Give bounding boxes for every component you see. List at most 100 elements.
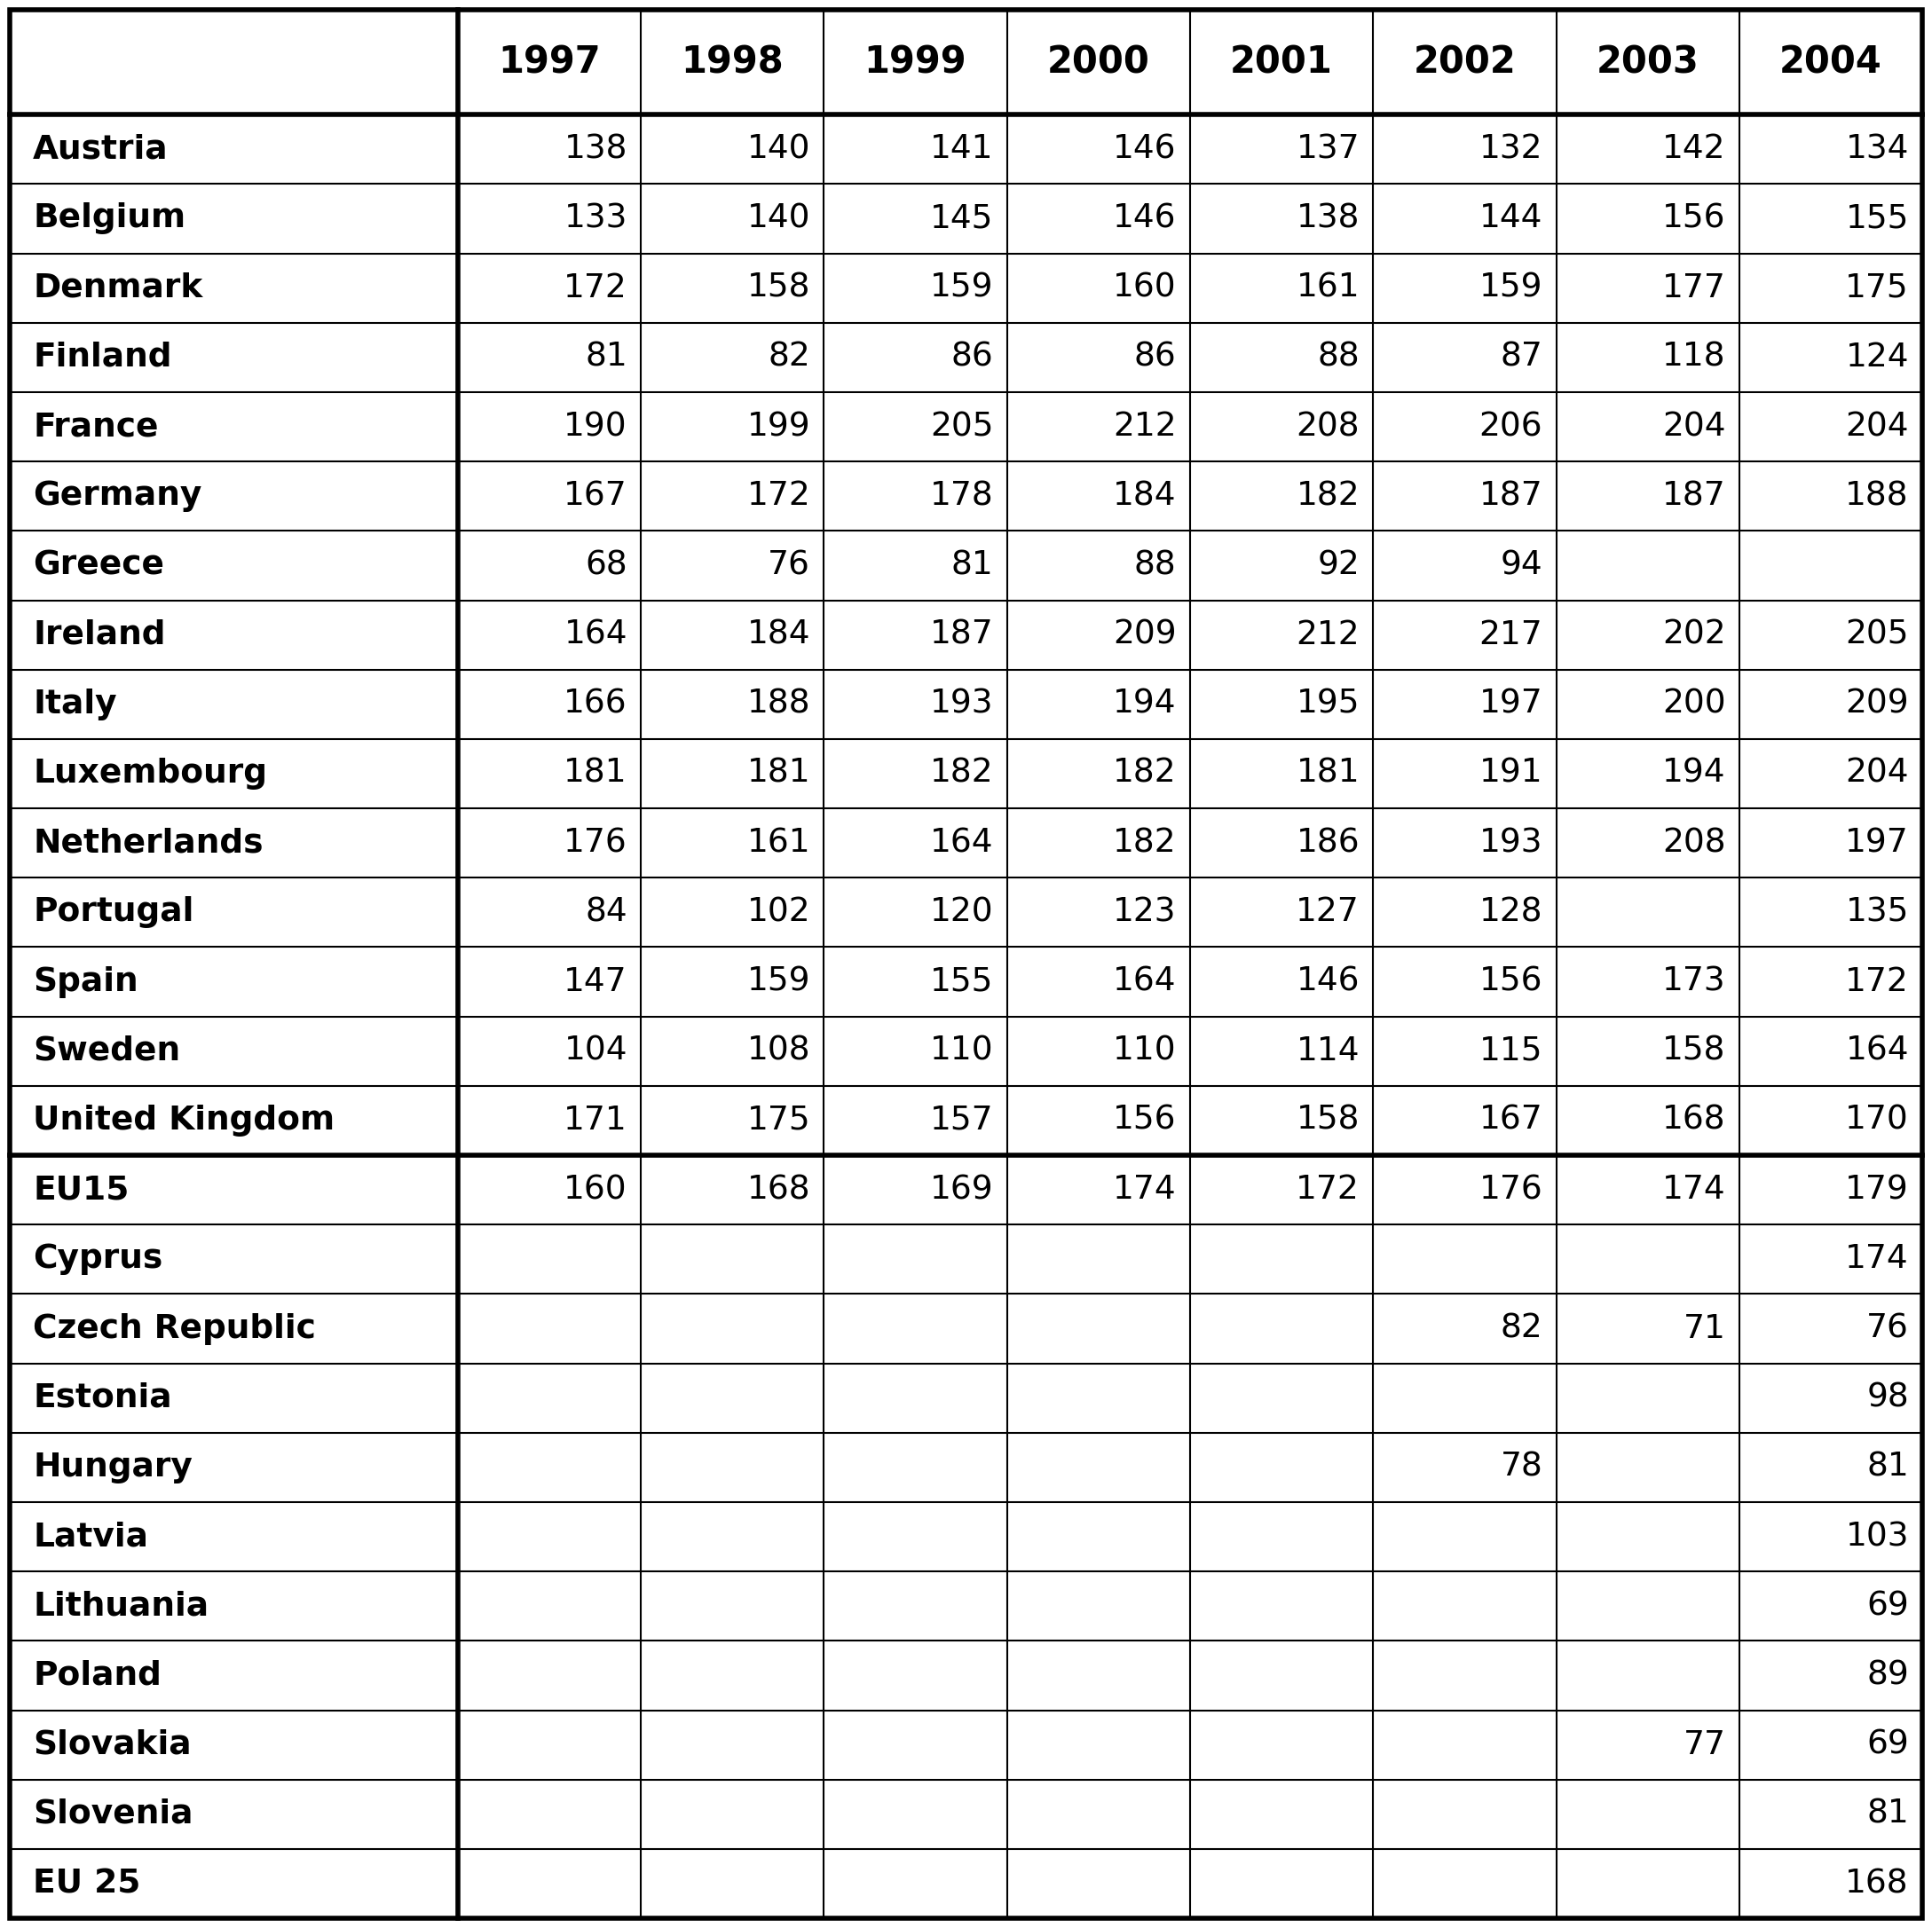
Text: 87: 87 [1499, 341, 1542, 374]
Text: 144: 144 [1480, 202, 1542, 235]
Text: Denmark: Denmark [33, 272, 203, 305]
Text: 175: 175 [1845, 272, 1909, 305]
Text: Italy: Italy [33, 688, 116, 721]
Text: 166: 166 [564, 688, 628, 721]
Text: 172: 172 [748, 480, 810, 513]
Text: 202: 202 [1662, 619, 1725, 652]
Text: 173: 173 [1662, 966, 1725, 999]
Text: 167: 167 [1480, 1105, 1542, 1136]
Text: 159: 159 [929, 272, 993, 305]
Text: 174: 174 [1662, 1174, 1725, 1205]
Text: 174: 174 [1113, 1174, 1177, 1205]
Text: 88: 88 [1134, 549, 1177, 582]
Text: 177: 177 [1662, 272, 1725, 305]
Text: 102: 102 [748, 897, 810, 929]
Text: 167: 167 [564, 480, 628, 513]
Text: 161: 161 [1296, 272, 1360, 305]
Text: 187: 187 [1480, 480, 1542, 513]
Text: 110: 110 [1113, 1035, 1177, 1066]
Text: 2003: 2003 [1596, 44, 1698, 81]
Text: 171: 171 [564, 1105, 628, 1136]
Text: 194: 194 [1662, 758, 1725, 790]
Text: Spain: Spain [33, 966, 137, 999]
Text: 78: 78 [1499, 1452, 1542, 1483]
Text: 204: 204 [1662, 411, 1725, 443]
Text: 160: 160 [1113, 272, 1177, 305]
Text: 137: 137 [1296, 133, 1360, 166]
Text: 188: 188 [1845, 480, 1909, 513]
Text: 181: 181 [1296, 758, 1360, 790]
Text: Czech Republic: Czech Republic [33, 1313, 315, 1344]
Text: 146: 146 [1296, 966, 1360, 999]
Text: 206: 206 [1480, 411, 1542, 443]
Text: 182: 182 [1113, 827, 1177, 860]
Text: 158: 158 [748, 272, 810, 305]
Text: 176: 176 [564, 827, 628, 860]
Text: Germany: Germany [33, 480, 201, 513]
Text: 204: 204 [1845, 758, 1909, 790]
Text: 81: 81 [585, 341, 628, 374]
Text: 182: 182 [1113, 758, 1177, 790]
Text: 124: 124 [1845, 341, 1909, 374]
Text: 172: 172 [1845, 966, 1909, 999]
Text: 156: 156 [1113, 1105, 1177, 1136]
Text: 69: 69 [1866, 1729, 1909, 1760]
Text: Ireland: Ireland [33, 619, 166, 652]
Text: 82: 82 [1501, 1313, 1542, 1344]
Text: 168: 168 [1662, 1105, 1725, 1136]
Text: 2001: 2001 [1231, 44, 1333, 81]
Text: 2000: 2000 [1047, 44, 1150, 81]
Text: Austria: Austria [33, 133, 168, 166]
Text: 212: 212 [1296, 619, 1360, 652]
Text: 158: 158 [1662, 1035, 1725, 1066]
Text: 208: 208 [1296, 411, 1360, 443]
Text: 155: 155 [1845, 202, 1909, 235]
Text: Netherlands: Netherlands [33, 827, 263, 860]
Text: 76: 76 [767, 549, 810, 582]
Text: 142: 142 [1662, 133, 1725, 166]
Text: 175: 175 [748, 1105, 810, 1136]
Text: 209: 209 [1845, 688, 1909, 721]
Text: EU15: EU15 [33, 1174, 129, 1205]
Text: 145: 145 [929, 202, 993, 235]
Text: 84: 84 [585, 897, 628, 929]
Text: 172: 172 [564, 272, 628, 305]
Text: 184: 184 [1113, 480, 1177, 513]
Text: 1999: 1999 [864, 44, 966, 81]
Text: 147: 147 [564, 966, 628, 999]
Text: 114: 114 [1296, 1035, 1360, 1066]
Text: 170: 170 [1845, 1105, 1909, 1136]
Text: 140: 140 [748, 202, 810, 235]
Text: 140: 140 [748, 133, 810, 166]
Text: 164: 164 [929, 827, 993, 860]
Text: 98: 98 [1866, 1382, 1909, 1413]
Text: 71: 71 [1683, 1313, 1725, 1344]
Text: 155: 155 [929, 966, 993, 999]
Text: 199: 199 [748, 411, 810, 443]
Text: 164: 164 [564, 619, 628, 652]
Text: 178: 178 [929, 480, 993, 513]
Text: 128: 128 [1480, 897, 1542, 929]
Text: 176: 176 [1480, 1174, 1542, 1205]
Text: Estonia: Estonia [33, 1382, 172, 1413]
Text: 190: 190 [564, 411, 628, 443]
Text: 168: 168 [748, 1174, 810, 1205]
Text: Sweden: Sweden [33, 1035, 180, 1066]
Text: 159: 159 [748, 966, 810, 999]
Text: 157: 157 [929, 1105, 993, 1136]
Text: 92: 92 [1318, 549, 1360, 582]
Text: 133: 133 [564, 202, 628, 235]
Text: 164: 164 [1845, 1035, 1909, 1066]
Text: 103: 103 [1845, 1521, 1909, 1552]
Text: 191: 191 [1480, 758, 1542, 790]
Text: 181: 181 [748, 758, 810, 790]
Text: 195: 195 [1296, 688, 1360, 721]
Text: 138: 138 [564, 133, 628, 166]
Text: 120: 120 [929, 897, 993, 929]
Text: 141: 141 [929, 133, 993, 166]
Text: 86: 86 [1134, 341, 1177, 374]
Text: 186: 186 [1296, 827, 1360, 860]
Text: 156: 156 [1662, 202, 1725, 235]
Text: 134: 134 [1845, 133, 1909, 166]
Text: 164: 164 [1113, 966, 1177, 999]
